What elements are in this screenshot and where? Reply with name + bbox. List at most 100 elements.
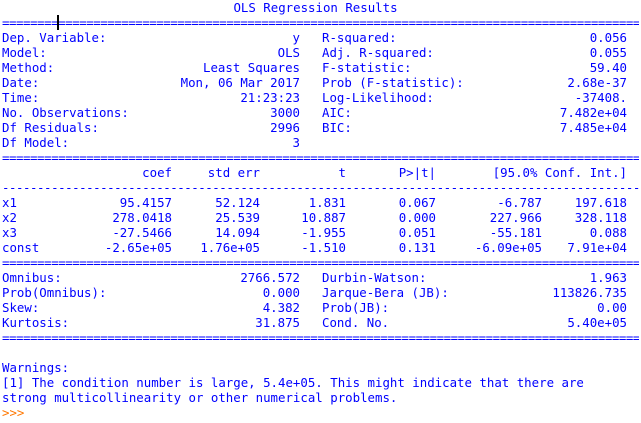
summary-row: No. Observations: 3000 AIC: 7.482e+04 (2, 105, 639, 120)
diag-value: 4.382 (262, 300, 300, 315)
stat-value: 0.055 (589, 45, 627, 60)
p-value: 0.131 (398, 240, 436, 255)
summary-label: Date: (2, 75, 40, 90)
coef-value: 95.4157 (119, 195, 172, 210)
ci-low-value: 227.966 (489, 210, 542, 225)
diag-label: Kurtosis: (2, 315, 70, 330)
model-summary: Dep. Variable: y R-squared: 0.056 Model: OLS A… (2, 30, 639, 150)
stderr-value: 1.76e+05 (200, 240, 260, 255)
diag-stat-label: Cond. No. (322, 315, 390, 330)
coefficient-table: x1 95.4157 52.124 1.831 0.067 -6.787 197.618 x2… (2, 195, 639, 255)
t-header: t (338, 165, 346, 180)
t-value: 10.887 (301, 210, 346, 225)
variable-name: const (2, 240, 40, 255)
coef-value: -27.5466 (112, 225, 172, 240)
p-header: P>|t| (398, 165, 436, 180)
diag-label: Prob(Omnibus): (2, 285, 107, 300)
stat-value: -37408. (574, 90, 627, 105)
diag-value: 31.875 (255, 315, 300, 330)
ci-high-value: 7.91e+04 (567, 240, 627, 255)
stat-value: 59.40 (589, 60, 627, 75)
stat-label: R-squared: (322, 30, 397, 45)
summary-row: Dep. Variable: y R-squared: 0.056 (2, 30, 639, 45)
p-value: 0.000 (398, 210, 436, 225)
double-separator (2, 255, 639, 270)
summary-value: Least Squares (203, 60, 300, 75)
single-separator (2, 180, 639, 195)
t-value: -1.955 (301, 225, 346, 240)
stderr-header: std err (207, 165, 260, 180)
diag-stat-value: 1.963 (589, 270, 627, 285)
diag-value: 2766.572 (240, 270, 300, 285)
stat-label: Adj. R-squared: (322, 45, 434, 60)
ci-high-value: 0.088 (589, 225, 627, 240)
coef-row: x3 -27.5466 14.094 -1.955 0.051 -55.181 0.088 (2, 225, 639, 240)
coef-value: -2.65e+05 (104, 240, 172, 255)
ci-high-value: 197.618 (574, 195, 627, 210)
double-separator (2, 15, 639, 30)
diag-stat-value: 0.00 (597, 300, 627, 315)
t-value: 1.831 (308, 195, 346, 210)
summary-label: Time: (2, 90, 40, 105)
variable-name: x3 (2, 225, 17, 240)
double-separator (2, 330, 639, 345)
variable-name: x2 (2, 210, 17, 225)
diag-label: Omnibus: (2, 270, 62, 285)
summary-value: 3000 (270, 105, 300, 120)
coef-row: x2 278.0418 25.539 10.887 0.000 227.966 328.11… (2, 210, 639, 225)
stderr-value: 52.124 (215, 195, 260, 210)
diagnostic-row: Prob(Omnibus): 0.000 Jarque-Bera (JB): 1138… (2, 285, 639, 300)
stat-value: 7.485e+04 (559, 120, 627, 135)
coef-row: const -2.65e+05 1.76e+05 -1.510 0.131 -6.09e+… (2, 240, 639, 255)
coef-header-row: coef std err t P>|t| [95.0% Conf. Int.] (2, 165, 639, 180)
summary-value: y (292, 30, 300, 45)
summary-value: 2996 (270, 120, 300, 135)
results-title: OLS Regression Results (233, 0, 398, 15)
summary-label: Df Residuals: (2, 120, 99, 135)
summary-row: Model: OLS Adj. R-squared: 0.055 (2, 45, 639, 60)
diag-value: 0.000 (262, 285, 300, 300)
summary-row: Method: Least Squares F-statistic: 59.40 (2, 60, 639, 75)
stat-label: Prob (F-statistic): (322, 75, 464, 90)
shell-prompt[interactable]: >>> (2, 405, 25, 420)
variable-name: x1 (2, 195, 17, 210)
summary-label: Model: (2, 45, 47, 60)
summary-value: 21:23:23 (240, 90, 300, 105)
diag-stat-value: 5.40e+05 (567, 315, 627, 330)
diag-stat-label: Prob(JB): (322, 300, 390, 315)
summary-label: Method: (2, 60, 55, 75)
conf-int-header: [95.0% Conf. Int.] (492, 165, 627, 180)
summary-label: Df Model: (2, 135, 70, 150)
diag-label: Skew: (2, 300, 40, 315)
diag-stat-value: 113826.735 (552, 285, 627, 300)
summary-row: Df Residuals: 2996 BIC: 7.485e+04 (2, 120, 639, 135)
stat-label: AIC: (322, 105, 352, 120)
p-value: 0.051 (398, 225, 436, 240)
warnings-heading: Warnings: (2, 360, 70, 375)
warning-line: [1] The condition number is large, 5.4e+… (2, 375, 584, 390)
summary-value: 3 (292, 135, 300, 150)
diag-stat-label: Durbin-Watson: (322, 270, 427, 285)
diagnostic-row: Skew: 4.382 Prob(JB): 0.00 (2, 300, 639, 315)
summary-row: Time: 21:23:23 Log-Likelihood: -37408. (2, 90, 639, 105)
coef-row: x1 95.4157 52.124 1.831 0.067 -6.787 197.618 (2, 195, 639, 210)
ci-low-value: -6.787 (497, 195, 542, 210)
p-value: 0.067 (398, 195, 436, 210)
ci-low-value: -55.181 (489, 225, 542, 240)
stderr-value: 14.094 (215, 225, 260, 240)
stat-label: F-statistic: (322, 60, 412, 75)
stat-label: Log-Likelihood: (322, 90, 434, 105)
ci-low-value: -6.09e+05 (474, 240, 542, 255)
t-value: -1.510 (301, 240, 346, 255)
summary-value: Mon, 06 Mar 2017 (180, 75, 300, 90)
stat-label: BIC: (322, 120, 352, 135)
double-separator (2, 150, 639, 165)
diag-stat-label: Jarque-Bera (JB): (322, 285, 449, 300)
summary-row: Date: Mon, 06 Mar 2017 Prob (F-statistic):… (2, 75, 639, 90)
diagnostics-table: Omnibus: 2766.572 Durbin-Watson: 1.963 Prob(… (2, 270, 639, 330)
summary-value: OLS (277, 45, 300, 60)
diagnostic-row: Omnibus: 2766.572 Durbin-Watson: 1.963 (2, 270, 639, 285)
summary-label: No. Observations: (2, 105, 129, 120)
coef-value: 278.0418 (112, 210, 172, 225)
